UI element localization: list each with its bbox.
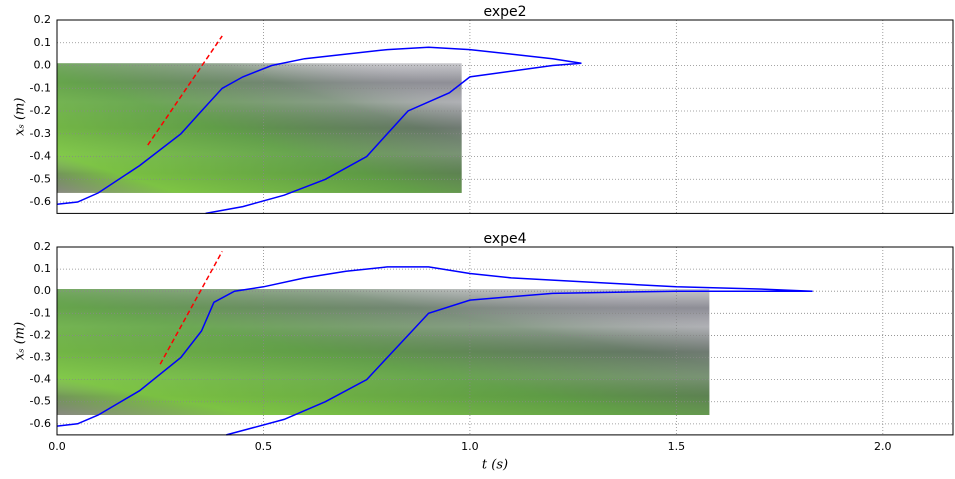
plot-frame bbox=[56, 246, 954, 436]
series-line bbox=[56, 266, 813, 436]
x-tick-label: 0.5 bbox=[255, 440, 273, 453]
x-tick-label: 0.0 bbox=[48, 440, 66, 453]
series-line bbox=[56, 46, 582, 215]
y-tick-label: -0.2 bbox=[30, 328, 51, 341]
y-tick-label: -0.5 bbox=[30, 172, 51, 185]
y-tick-label: 0.2 bbox=[34, 13, 52, 26]
y-tick-label: -0.1 bbox=[30, 306, 51, 319]
x-axis-label: t (s) bbox=[482, 457, 508, 472]
y-tick-label: -0.3 bbox=[30, 351, 51, 364]
y-tick-label: -0.5 bbox=[30, 395, 51, 408]
y-axis-label: xₛ (m) bbox=[13, 98, 28, 136]
series-line bbox=[147, 35, 223, 146]
y-tick-label: 0.0 bbox=[34, 59, 52, 72]
series-line bbox=[159, 251, 223, 365]
image-overlay bbox=[57, 289, 710, 416]
y-tick-label: 0.1 bbox=[34, 36, 52, 49]
x-tick-label: 1.5 bbox=[668, 440, 686, 453]
x-tick-label: 1.0 bbox=[461, 440, 479, 453]
image-overlay bbox=[57, 63, 462, 193]
y-axis-label: xₛ (m) bbox=[13, 322, 28, 360]
plot-frame bbox=[56, 19, 954, 214]
y-tick-label: -0.4 bbox=[30, 373, 51, 386]
y-tick-label: -0.3 bbox=[30, 127, 51, 140]
y-tick-label: -0.6 bbox=[30, 417, 51, 430]
y-tick-label: 0.0 bbox=[34, 284, 52, 297]
y-tick-label: 0.1 bbox=[34, 262, 52, 275]
y-tick-label: -0.6 bbox=[30, 195, 51, 208]
y-tick-label: -0.2 bbox=[30, 104, 51, 117]
y-tick-label: -0.1 bbox=[30, 81, 51, 94]
y-tick-label: -0.4 bbox=[30, 150, 51, 163]
y-tick-label: 0.2 bbox=[34, 240, 52, 253]
chart-title: expe2 bbox=[483, 4, 526, 20]
chart-title: expe4 bbox=[483, 231, 526, 247]
x-tick-label: 2.0 bbox=[874, 440, 892, 453]
